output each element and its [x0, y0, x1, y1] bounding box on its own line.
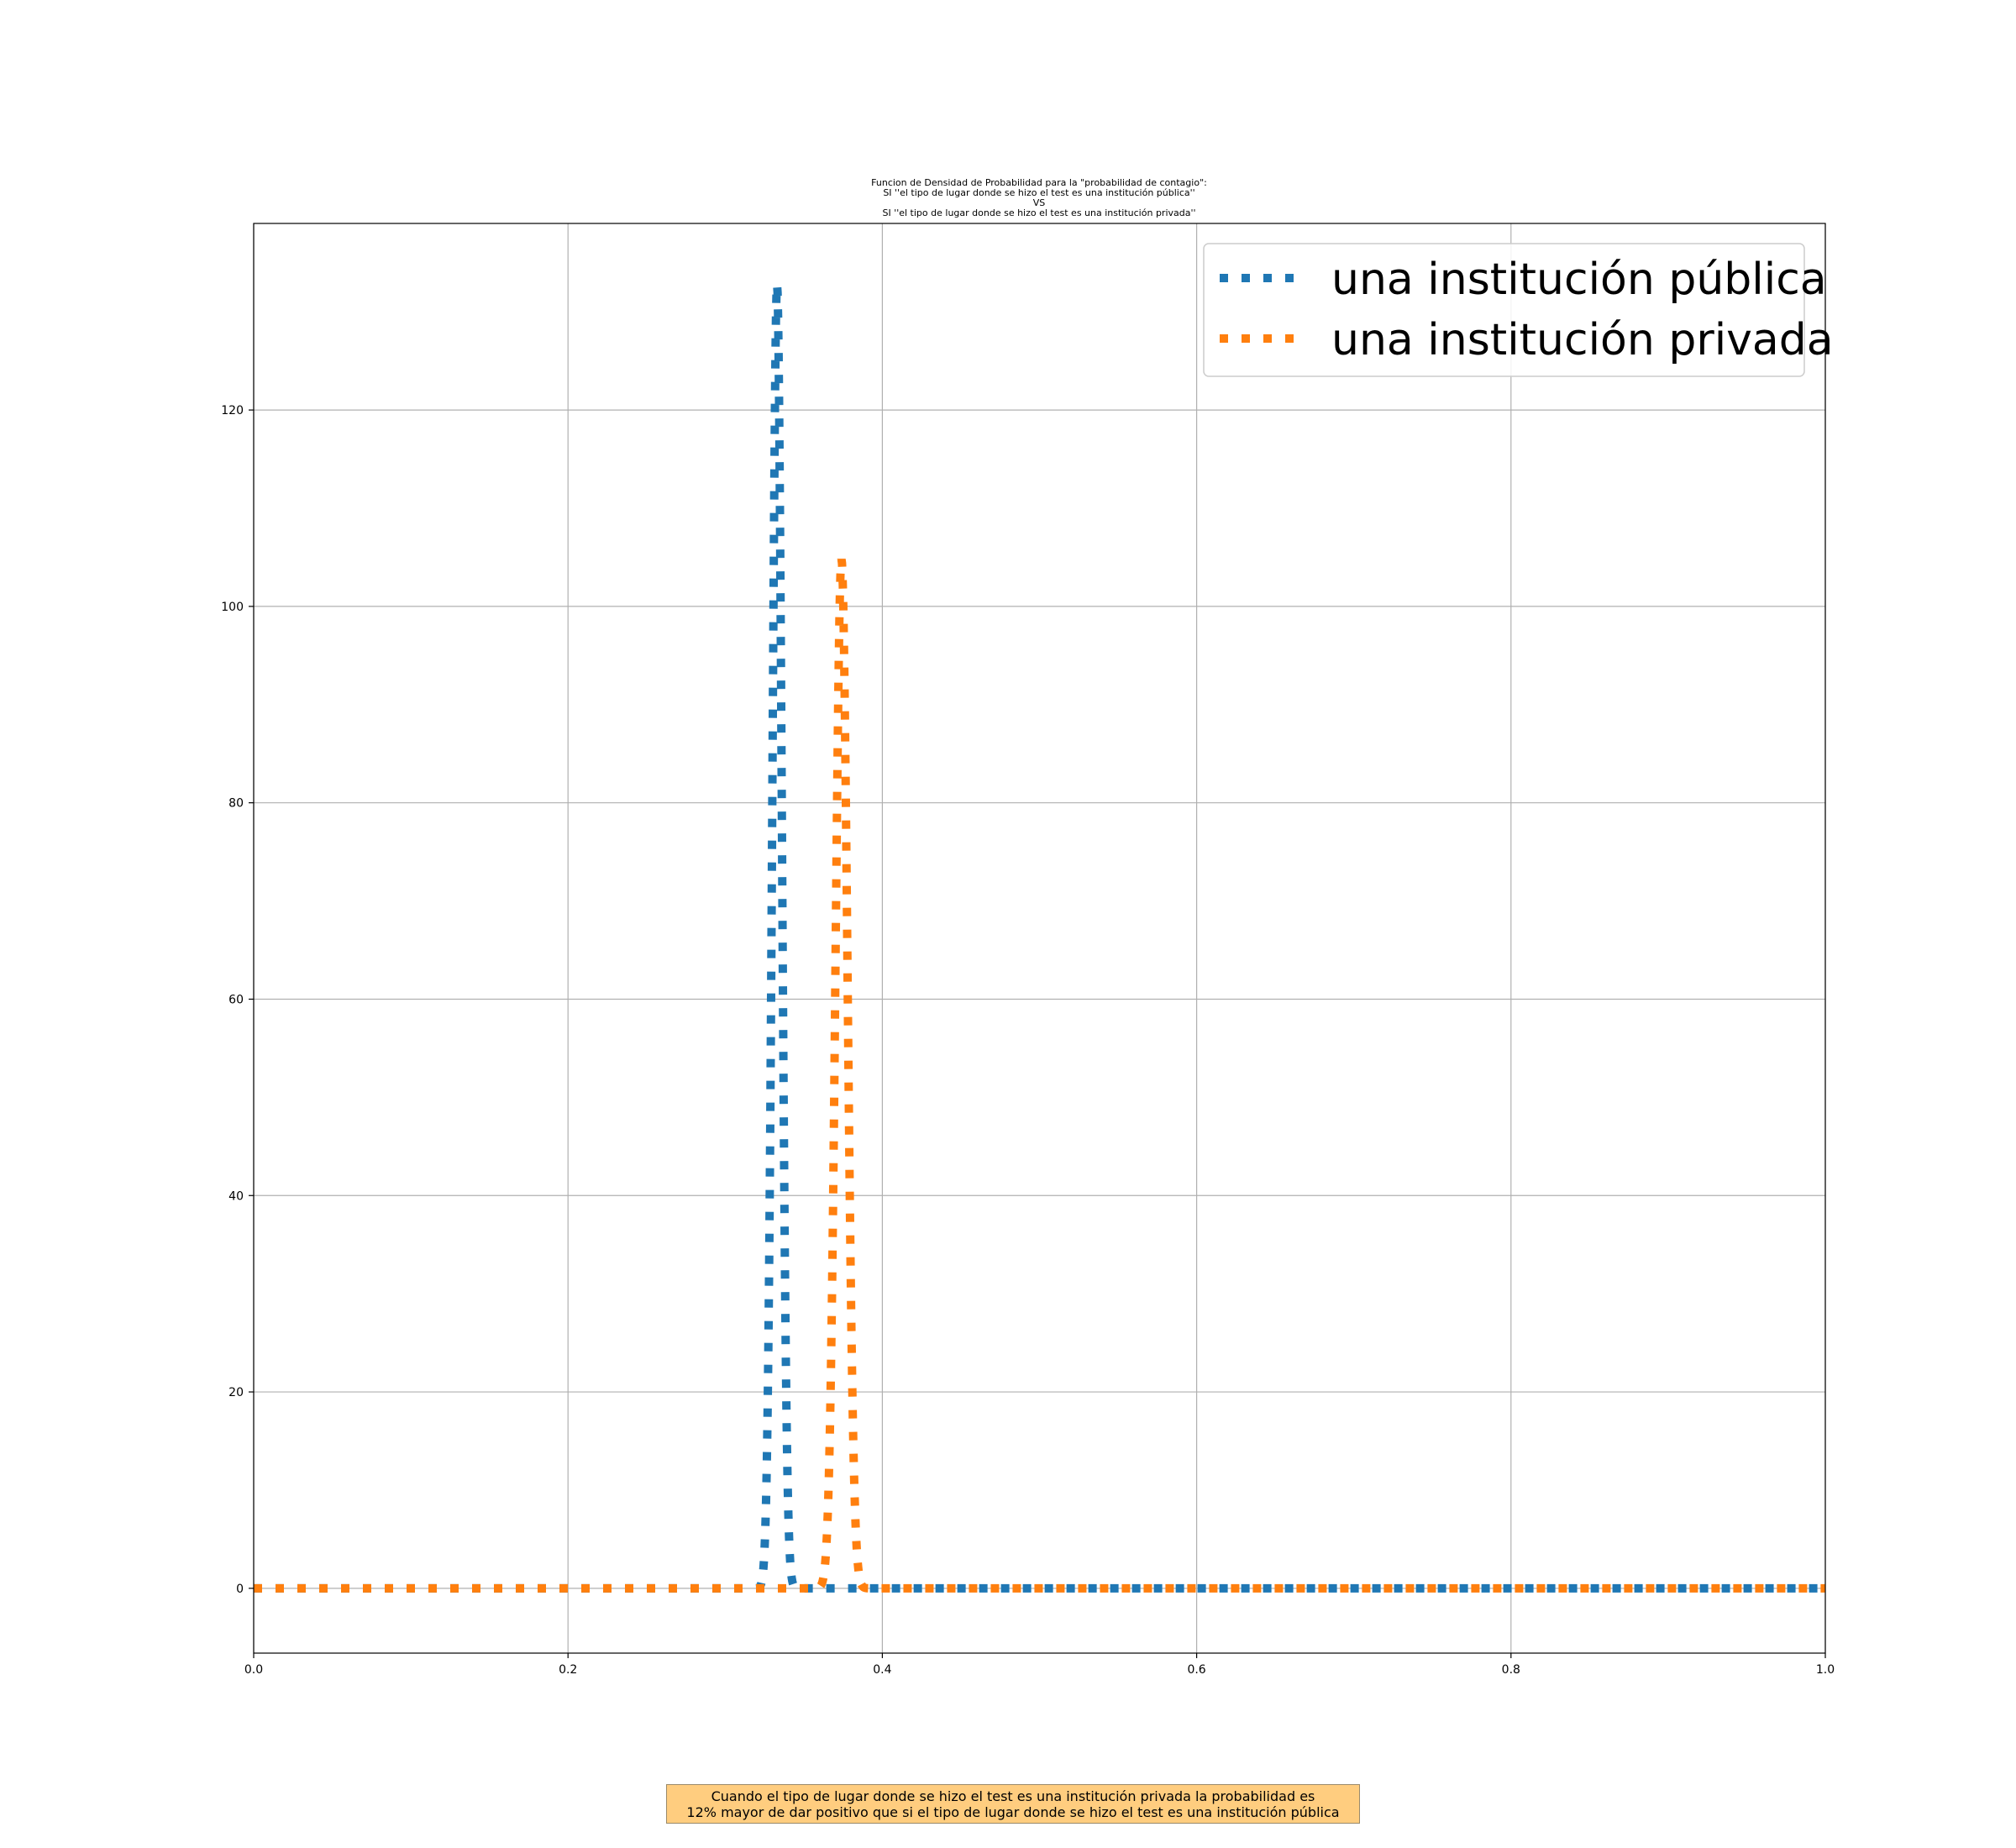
- chart-title-line-4: SI ''el tipo de lugar donde se hizo el t…: [882, 207, 1195, 218]
- x-tick-label: 0.4: [873, 1663, 891, 1677]
- grid: [253, 223, 1826, 1653]
- y-tick-label: 40: [228, 1189, 244, 1203]
- conclusion-annotation: Cuando el tipo de lugar donde se hizo el…: [666, 1784, 1360, 1824]
- series-layer: [254, 284, 1825, 1593]
- series-line-privada: [254, 559, 1825, 1593]
- x-tick-label: 0.6: [1187, 1663, 1205, 1677]
- y-tick-label: 100: [221, 601, 244, 614]
- conclusion-line-2: 12% mayor de dar positivo que si el tipo…: [686, 1804, 1340, 1820]
- legend: una institución pública una institución …: [1203, 243, 1834, 377]
- axis-ticks: 0.0 0.2 0.4 0.6 0.8 1.0 0 20 40 60 80 100 120: [221, 404, 1835, 1677]
- y-tick-label: 0: [236, 1583, 244, 1596]
- chart-title-line-1: Funcion de Densidad de Probabilidad para…: [871, 177, 1207, 188]
- series-line-publica: [254, 284, 1825, 1593]
- y-tick-label: 80: [228, 797, 244, 811]
- x-tick-label: 1.0: [1816, 1663, 1835, 1677]
- x-tick-label: 0.0: [244, 1663, 263, 1677]
- y-tick-label: 20: [228, 1386, 244, 1399]
- plot-frame: [253, 223, 1826, 1654]
- y-tick-label: 120: [221, 404, 244, 417]
- chart-title-line-2: SI ''el tipo de lugar donde se hizo el t…: [883, 187, 1194, 198]
- x-tick-label: 0.8: [1502, 1663, 1520, 1677]
- x-tick-label: 0.2: [559, 1663, 577, 1677]
- legend-box: [1203, 243, 1805, 377]
- y-tick-label: 60: [228, 993, 244, 1006]
- chart-title: Funcion de Densidad de Probabilidad para…: [871, 177, 1207, 218]
- legend-label-privada: una institución privada: [1331, 315, 1834, 365]
- chart-title-line-3: VS: [1033, 197, 1046, 208]
- legend-label-publica: una institución pública: [1331, 255, 1827, 305]
- conclusion-line-1: Cuando el tipo de lugar donde se hizo el…: [711, 1788, 1315, 1804]
